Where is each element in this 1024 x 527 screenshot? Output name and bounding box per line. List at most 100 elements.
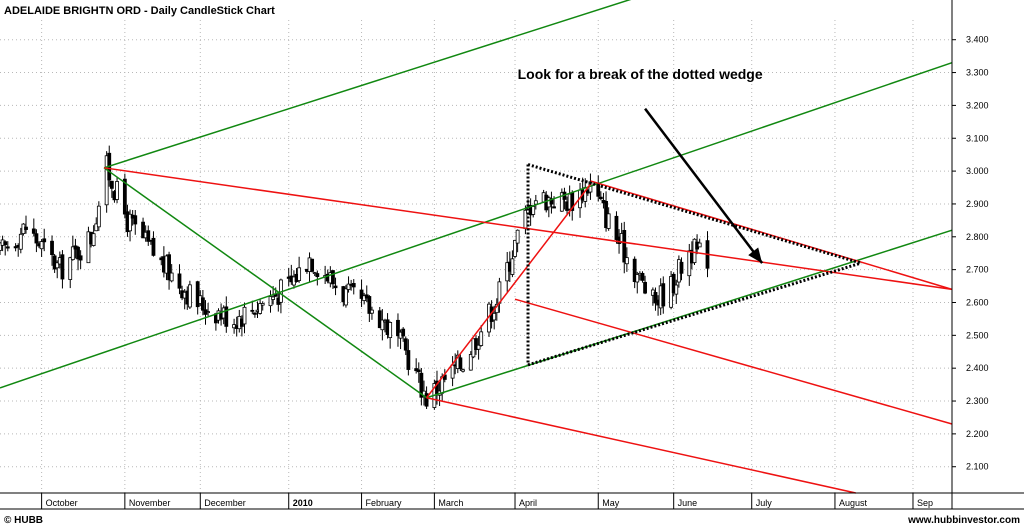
candle-body [167, 254, 171, 281]
candle-body [39, 241, 44, 250]
candle-body [258, 303, 263, 314]
y-tick-label: 3.300 [966, 68, 989, 78]
candle-body [674, 284, 679, 295]
candle-body [640, 272, 645, 281]
candle-body [50, 240, 54, 255]
x-tick-label: August [839, 498, 868, 508]
footer-website: www.hubbinvestor.com [907, 515, 1020, 526]
x-tick-label: February [366, 498, 403, 508]
candle-body [468, 354, 473, 371]
y-tick-label: 2.100 [966, 462, 989, 472]
x-tick-label: Sep [917, 498, 933, 508]
candle-body [505, 262, 510, 282]
candle-body [187, 284, 192, 308]
candle-body [271, 296, 276, 300]
candle-body [653, 292, 658, 304]
x-tick-label: April [519, 498, 537, 508]
red-trend-line [425, 183, 592, 399]
candle-body [224, 306, 229, 327]
x-axis-ticks: October November December 2010 February March… [41, 493, 933, 509]
candle-body [70, 246, 75, 260]
candle-body [344, 288, 348, 306]
x-tick-label: November [129, 498, 171, 508]
candle-body [643, 281, 647, 294]
candle-body [380, 319, 385, 331]
y-tick-label: 2.500 [966, 330, 989, 340]
candle-body [416, 369, 421, 373]
y-tick-label: 2.700 [966, 265, 989, 275]
candle-body [474, 338, 478, 350]
candle-body [55, 262, 60, 269]
candle-body [200, 297, 205, 311]
y-tick-label: 3.400 [966, 35, 989, 45]
candle-body [18, 233, 23, 250]
candle-body [359, 289, 364, 299]
axes [0, 0, 1024, 510]
candle-body [614, 215, 619, 240]
arrow-shaft [644, 107, 764, 264]
candle-body [34, 233, 39, 244]
candle-body [450, 364, 455, 379]
candle-body [78, 255, 83, 261]
dotted-wedge [526, 163, 862, 367]
candle-body [91, 233, 96, 246]
candle-body [531, 206, 536, 215]
candle-body [515, 229, 520, 244]
candle-body [396, 319, 400, 337]
candle-body [479, 331, 484, 346]
candle-body [635, 274, 640, 283]
candle-body [3, 241, 8, 246]
y-tick-label: 3.200 [966, 100, 989, 110]
x-tick-label: March [438, 498, 463, 508]
candle-body [68, 257, 73, 280]
candle-body [622, 230, 627, 263]
candle-body [624, 257, 629, 265]
candle-body [367, 296, 372, 314]
wedge-line [527, 163, 862, 265]
candle-body [141, 221, 145, 239]
candle-body [60, 254, 65, 280]
arrows [644, 107, 764, 264]
candle-body [146, 230, 151, 242]
candle-body [458, 357, 463, 370]
candle-body [0, 242, 2, 251]
candle-body [461, 369, 465, 372]
candle-body [260, 303, 265, 306]
candle-body [424, 393, 429, 407]
candle-body [671, 273, 676, 294]
candle-body [406, 350, 411, 370]
candle-body [403, 338, 408, 351]
candle-body [697, 242, 702, 248]
candle-body [253, 312, 257, 315]
x-tick-label: December [204, 498, 246, 508]
candle-body [606, 213, 611, 229]
candle-body [115, 181, 119, 200]
candle-body [310, 258, 315, 272]
green-trend-line [0, 61, 953, 389]
candle-body [370, 309, 374, 314]
footer-copyright: © HUBB [4, 515, 43, 526]
green-trend-line [426, 229, 953, 399]
candle-body [76, 246, 80, 260]
candle-body [632, 258, 637, 282]
candle-body [598, 196, 603, 200]
candle-body [549, 198, 554, 205]
candle-body [169, 272, 174, 282]
candle-body [346, 283, 351, 290]
candle-body [31, 228, 36, 234]
candles [0, 145, 710, 410]
candle-body [94, 223, 99, 232]
x-tick-label: May [602, 498, 620, 508]
candle-body [109, 180, 114, 189]
red-trend-line [426, 397, 856, 494]
candle-body [206, 311, 210, 313]
candle-body [250, 309, 255, 312]
candle-body [679, 261, 684, 274]
candle-body [419, 372, 424, 398]
candle-body [268, 296, 273, 307]
candle-body [377, 310, 382, 329]
candle-body [24, 226, 28, 230]
y-tick-label: 3.000 [966, 166, 989, 176]
candle-body [333, 285, 338, 289]
